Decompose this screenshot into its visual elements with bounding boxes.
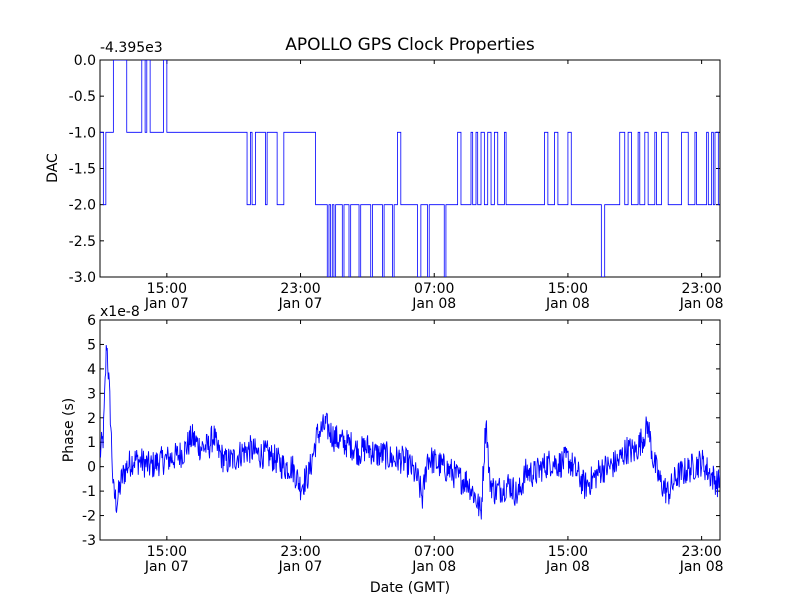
bottom-ylabel: Phase (s)	[61, 398, 77, 462]
top-xtick-label-date: Jan 07	[278, 296, 323, 312]
top-xtick-label-date: Jan 08	[679, 296, 724, 312]
bottom-ytick-label: 4	[87, 362, 96, 378]
bottom-xtick-label-time: 23:00	[280, 544, 320, 560]
top-ylabel: DAC	[45, 153, 61, 183]
bottom-ytick-label: 6	[87, 313, 96, 329]
top-xtick-label-date: Jan 08	[545, 296, 590, 312]
bottom-ytick-label: 1	[87, 435, 96, 451]
top-panel: -4.395e3 DAC 0.0 -0.5 -1.0 -1.5 -2.0 -2.5 -3.0…	[45, 40, 724, 312]
top-ytick-label: -2.0	[69, 198, 96, 214]
bottom-xlabel: Date (GMT)	[370, 580, 450, 596]
top-ytick-label: -1.0	[69, 125, 96, 141]
bottom-offset-label: x1e-8	[100, 304, 140, 320]
top-xtick-label-date: Jan 07	[144, 296, 189, 312]
top-series-dac	[100, 60, 720, 277]
bottom-ytick-label: -1	[82, 484, 96, 500]
top-ytick-label: -2.5	[69, 234, 96, 250]
top-xtick-label-time: 07:00	[414, 281, 454, 297]
bottom-xtick-label-time: 23:00	[681, 544, 721, 560]
bottom-ytick-label: -2	[82, 509, 96, 525]
figure-title: APOLLO GPS Clock Properties	[285, 35, 535, 55]
bottom-ytick-label: 0	[87, 460, 96, 476]
bottom-ytick-label: -3	[82, 533, 96, 549]
top-ytick-label: -3.0	[69, 270, 96, 286]
bottom-xtick-label-date: Jan 08	[679, 559, 724, 575]
top-ytick-label: -0.5	[69, 89, 96, 105]
top-xtick-label-time: 15:00	[147, 281, 187, 297]
bottom-series-phase	[100, 345, 720, 520]
bottom-axes-frame	[99, 319, 721, 541]
bottom-xtick-label-time: 15:00	[147, 544, 187, 560]
bottom-xtick-label-date: Jan 07	[144, 559, 189, 575]
top-offset-label: -4.395e3	[100, 40, 163, 56]
bottom-panel: x1e-8 Phase (s) Date (GMT) 6 5 4 3 2 1 0 -1 -2 -3…	[61, 304, 724, 596]
bottom-xtick-label-time: 07:00	[414, 544, 454, 560]
top-xtick-label-date: Jan 08	[411, 296, 456, 312]
bottom-xtick-label-date: Jan 08	[411, 559, 456, 575]
top-xtick-label-time: 23:00	[280, 281, 320, 297]
bottom-ytick-label: 5	[87, 337, 96, 353]
top-xtick-label-time: 23:00	[681, 281, 721, 297]
top-ytick-label: -1.5	[69, 162, 96, 178]
top-xtick-label-time: 15:00	[548, 281, 588, 297]
top-ytick-label: 0.0	[74, 53, 96, 69]
bottom-ytick-label: 2	[87, 411, 96, 427]
bottom-ytick-label: 3	[87, 386, 96, 402]
bottom-xtick-label-time: 15:00	[548, 544, 588, 560]
bottom-xtick-label-date: Jan 07	[278, 559, 323, 575]
bottom-xtick-label-date: Jan 08	[545, 559, 590, 575]
